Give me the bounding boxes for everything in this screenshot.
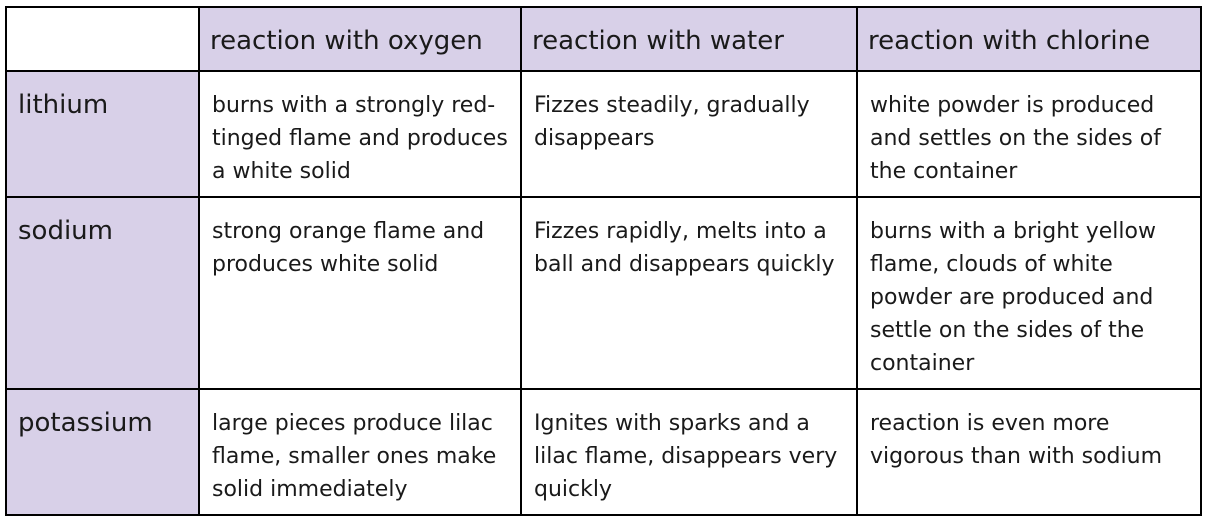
cell-sodium-water: Fizzes rapidly, melts into a ball and di… [520,196,858,390]
cell-sodium-oxygen: strong orange flame and produces white s… [198,196,522,390]
cell-potassium-chlorine: reaction is even more vigorous than with… [856,388,1202,516]
cell-potassium-oxygen: large pieces produce lilac flame, smalle… [198,388,522,516]
cell-lithium-chlorine: white powder is produced and settles on … [856,70,1202,198]
row-header-potassium: potassium [5,388,200,516]
row-header-sodium: sodium [5,196,200,390]
row-header-lithium: lithium [5,70,200,198]
reactions-table: reaction with oxygen reaction with water… [5,6,1202,516]
column-header-chlorine: reaction with chlorine [856,6,1202,72]
cell-sodium-chlorine: burns with a bright yellow flame, clouds… [856,196,1202,390]
table-row: potassium large pieces produce lilac fla… [5,388,1202,516]
column-header-oxygen: reaction with oxygen [198,6,522,72]
cell-potassium-water: Ignites with sparks and a lilac flame, d… [520,388,858,516]
cell-lithium-water: Fizzes steadily, gradually disappears [520,70,858,198]
table-row: sodium strong orange flame and produces … [5,196,1202,390]
corner-cell [5,6,200,72]
table-row: lithium burns with a strongly red-tinged… [5,70,1202,198]
column-header-water: reaction with water [520,6,858,72]
header-row: reaction with oxygen reaction with water… [5,6,1202,72]
cell-lithium-oxygen: burns with a strongly red-tinged flame a… [198,70,522,198]
